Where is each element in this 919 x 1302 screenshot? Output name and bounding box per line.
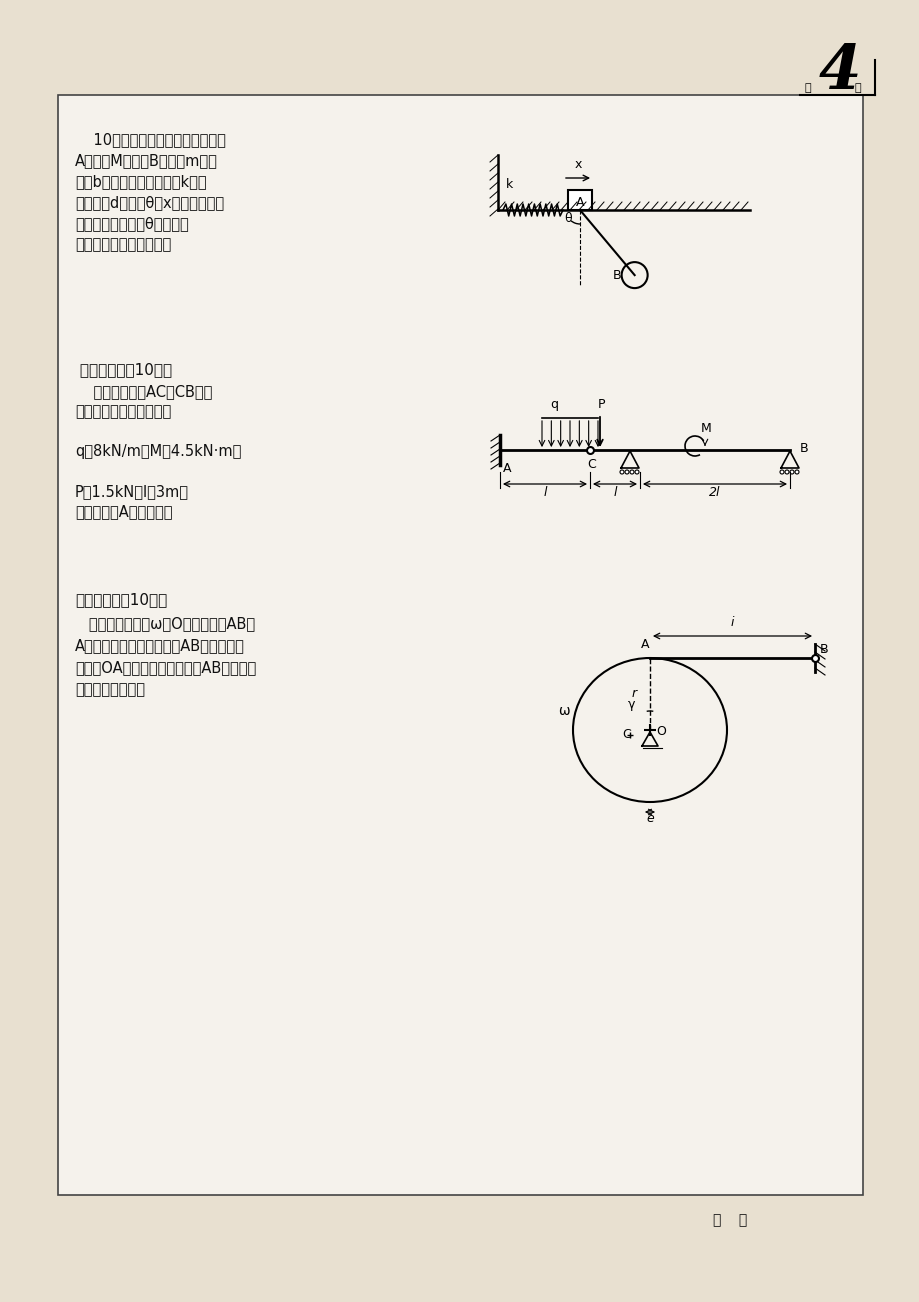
Text: 凸轮以匀角速度ω绕O轴转动，杆AB的: 凸轮以匀角速度ω绕O轴转动，杆AB的 — [75, 617, 255, 631]
Text: k: k — [505, 178, 513, 191]
Text: 南    航: 南 航 — [712, 1213, 746, 1226]
Text: P＝1.5kN，l＝3m，: P＝1.5kN，l＝3m， — [75, 484, 188, 500]
Text: C: C — [587, 458, 596, 471]
Text: r: r — [631, 687, 637, 700]
Text: 2l: 2l — [709, 486, 720, 499]
Circle shape — [624, 470, 629, 474]
Circle shape — [789, 470, 793, 474]
Text: 长为b，弹簧的弹性系数为k，自: 长为b，弹簧的弹性系数为k，自 — [75, 174, 207, 190]
Text: e: e — [645, 812, 653, 825]
Text: 4: 4 — [818, 42, 860, 102]
Text: A质量为M，摆球B质量为m，摆: A质量为M，摆球B质量为m，摆 — [75, 154, 218, 168]
Text: 度的大小及转向。: 度的大小及转向。 — [75, 682, 145, 698]
Text: 页: 页 — [854, 83, 861, 92]
Text: M: M — [700, 422, 711, 435]
Text: A: A — [503, 462, 511, 475]
Text: l: l — [613, 486, 616, 499]
Text: 则对应于广义坐标θ的广义力: 则对应于广义坐标θ的广义力 — [75, 216, 188, 232]
Bar — [567, 190, 591, 210]
Text: 然长度为d。如以θ和x为广义坐标，: 然长度为d。如以θ和x为广义坐标， — [75, 195, 224, 211]
Text: q＝8kN/m，M＝4.5kN·m，: q＝8kN/m，M＝4.5kN·m， — [75, 444, 241, 460]
Text: B: B — [612, 268, 620, 281]
Text: x: x — [573, 158, 581, 171]
Text: B: B — [800, 441, 808, 454]
Circle shape — [634, 470, 639, 474]
Circle shape — [619, 470, 623, 474]
Text: q: q — [550, 398, 558, 411]
Circle shape — [630, 470, 633, 474]
Text: 为＿＿＿＿＿＿＿＿＿。: 为＿＿＿＿＿＿＿＿＿。 — [75, 237, 171, 253]
Text: 而成，自重不计。已知：: 而成，自重不计。已知： — [75, 405, 171, 419]
Text: 位置，OA为铅直。试求该瞬时AB杆的角速: 位置，OA为铅直。试求该瞬时AB杆的角速 — [75, 660, 256, 676]
Circle shape — [794, 470, 798, 474]
Text: 三）计算题（10分）: 三）计算题（10分） — [75, 592, 167, 608]
Text: l: l — [542, 486, 546, 499]
Text: 10）在图示系统中，已知：物块: 10）在图示系统中，已知：物块 — [75, 133, 226, 147]
Text: A端搁在凸轮上。图示瞬时AB杆处于水平: A端搁在凸轮上。图示瞬时AB杆处于水平 — [75, 638, 244, 654]
Circle shape — [779, 470, 783, 474]
Text: B: B — [819, 643, 828, 656]
Text: ω: ω — [558, 704, 569, 717]
Text: θ: θ — [563, 212, 571, 225]
Text: 图示多跨梁由AC和CB铰接: 图示多跨梁由AC和CB铰接 — [75, 384, 212, 400]
Text: 试求固定端A的约束力。: 试求固定端A的约束力。 — [75, 504, 173, 519]
Text: A: A — [640, 638, 649, 651]
Text: γ: γ — [628, 698, 635, 711]
Bar — [58, 95, 862, 1195]
Text: P: P — [597, 398, 605, 411]
Text: C: C — [621, 729, 630, 742]
Text: 第: 第 — [804, 83, 811, 92]
Text: 二）计算题（10分）: 二）计算题（10分） — [75, 362, 172, 378]
Circle shape — [784, 470, 789, 474]
Text: A: A — [575, 195, 584, 208]
Text: O: O — [655, 725, 665, 738]
Text: i: i — [730, 616, 733, 629]
